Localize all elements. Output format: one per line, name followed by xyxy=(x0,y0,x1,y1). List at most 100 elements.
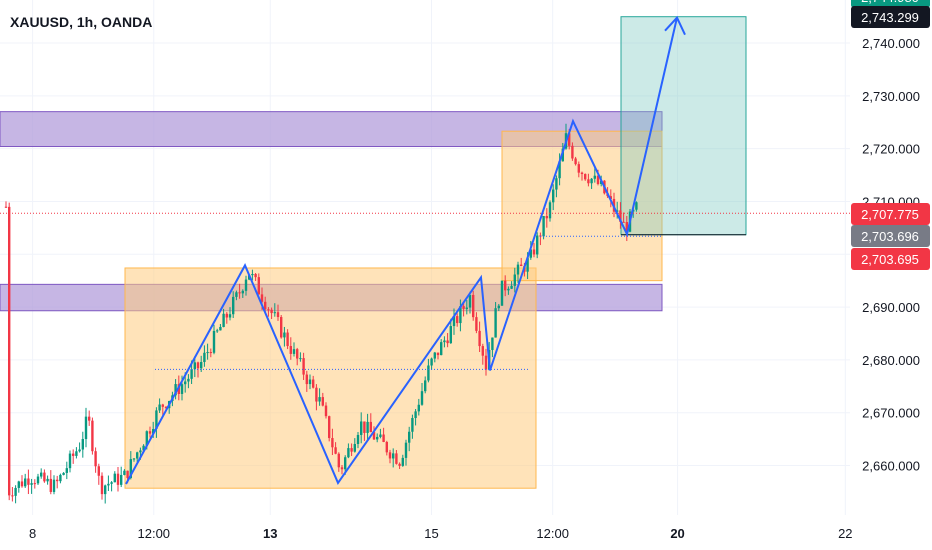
candle-body xyxy=(158,404,161,411)
candle-body xyxy=(17,481,20,488)
candle-body xyxy=(209,352,212,354)
candle-body xyxy=(107,483,110,486)
candle-body xyxy=(49,478,52,492)
candle-body xyxy=(193,362,196,370)
candle-body xyxy=(299,358,302,360)
price-badge-label: 2,707.775 xyxy=(861,207,919,222)
candle-body xyxy=(100,475,104,495)
candle-body xyxy=(459,306,462,324)
price-tick-label: 2,660.000 xyxy=(862,459,920,474)
price-axis[interactable]: 2,660.000 2,670.000 2,680.000 2,690.000 2,70… xyxy=(850,0,932,550)
candle-body xyxy=(238,292,241,294)
candle-body xyxy=(420,391,424,405)
candle-body xyxy=(462,306,465,309)
candle-body xyxy=(609,196,612,199)
candle-body xyxy=(388,452,392,459)
candle-body xyxy=(292,349,296,354)
candle-body xyxy=(596,175,600,184)
candle-body xyxy=(475,317,478,331)
candle-body xyxy=(491,337,494,351)
price-badge-label: 2,703.695 xyxy=(861,252,919,267)
candle-body xyxy=(52,479,56,492)
candle-body xyxy=(40,472,43,477)
candle-body xyxy=(622,221,625,223)
candle-body xyxy=(196,362,200,369)
candle-body xyxy=(315,387,318,402)
candle-body xyxy=(484,355,488,370)
candle-body xyxy=(424,380,427,392)
time-tick-label: 12:00 xyxy=(536,526,569,541)
candle-body xyxy=(625,222,628,232)
candle-body xyxy=(145,431,148,446)
candle-body xyxy=(59,474,62,482)
supply-demand-zones xyxy=(0,16,747,489)
candle-body xyxy=(500,280,504,306)
price-badge xyxy=(851,0,930,8)
candle-body xyxy=(440,342,443,356)
candle-body xyxy=(552,189,555,203)
candle-body xyxy=(513,274,516,286)
candle-body xyxy=(577,164,580,173)
candle-body xyxy=(27,478,30,485)
candle-body xyxy=(8,206,11,496)
candle-body xyxy=(72,453,75,456)
time-tick-label: 20 xyxy=(670,526,684,541)
candle-body xyxy=(129,459,132,479)
candle-body xyxy=(443,340,446,343)
candle-body xyxy=(148,431,152,434)
price-badge-label: 2,703.696 xyxy=(861,229,919,244)
candle-body xyxy=(580,172,584,175)
candle-body xyxy=(136,452,139,459)
time-tick-label: 12:00 xyxy=(138,526,171,541)
candle-body xyxy=(318,397,321,402)
candle-body xyxy=(587,179,590,184)
candle-body xyxy=(212,330,216,353)
pattern-drawings xyxy=(0,15,850,485)
candle-body xyxy=(203,352,206,363)
candle-body xyxy=(385,441,388,453)
candle-body xyxy=(593,175,596,179)
candle-body xyxy=(363,421,366,433)
candle-body xyxy=(251,273,254,276)
candle-body xyxy=(174,384,177,396)
candle-body xyxy=(260,294,264,302)
candle-body xyxy=(289,346,292,354)
candle-body xyxy=(449,326,452,344)
candle-body xyxy=(433,352,436,359)
candle-body xyxy=(507,288,510,291)
candle-body xyxy=(408,431,411,443)
time-axis[interactable]: 8 12:00 13 15 12:00 20 22 xyxy=(0,515,932,550)
candle-body xyxy=(542,216,545,237)
symbol-title[interactable]: XAUUSD, 1h, OANDA xyxy=(10,14,152,30)
candle-body xyxy=(504,280,507,291)
candle-body xyxy=(187,378,190,382)
candlesticks xyxy=(4,123,638,504)
target-box xyxy=(620,16,747,236)
candle-body xyxy=(24,478,27,487)
candle-body xyxy=(139,450,142,453)
price-badges: 2,744.980 2,743.299 2,707.775 2,703.696 2,70… xyxy=(851,0,930,270)
time-axis-bg xyxy=(0,515,932,550)
candle-body xyxy=(270,309,273,314)
candle-body xyxy=(257,277,260,295)
time-tick-label: 15 xyxy=(424,526,438,541)
candle-body xyxy=(296,349,299,359)
candle-body xyxy=(526,257,529,272)
price-badge xyxy=(851,248,930,270)
price-badge-label: 2,743.299 xyxy=(861,10,919,25)
candle-body xyxy=(43,472,46,482)
candle-body xyxy=(14,487,17,496)
candle-body xyxy=(555,178,558,190)
candle-body xyxy=(232,296,235,315)
candle-body xyxy=(516,264,520,275)
candle-body xyxy=(379,434,382,437)
candle-body xyxy=(132,458,136,460)
candle-body xyxy=(312,379,315,388)
zigzag-line xyxy=(125,17,678,485)
candle-body xyxy=(568,133,571,146)
candle-body xyxy=(465,307,468,309)
price-badge-label: 2,744.980 xyxy=(861,0,919,5)
candle-body xyxy=(414,411,417,419)
candle-body xyxy=(478,330,481,347)
